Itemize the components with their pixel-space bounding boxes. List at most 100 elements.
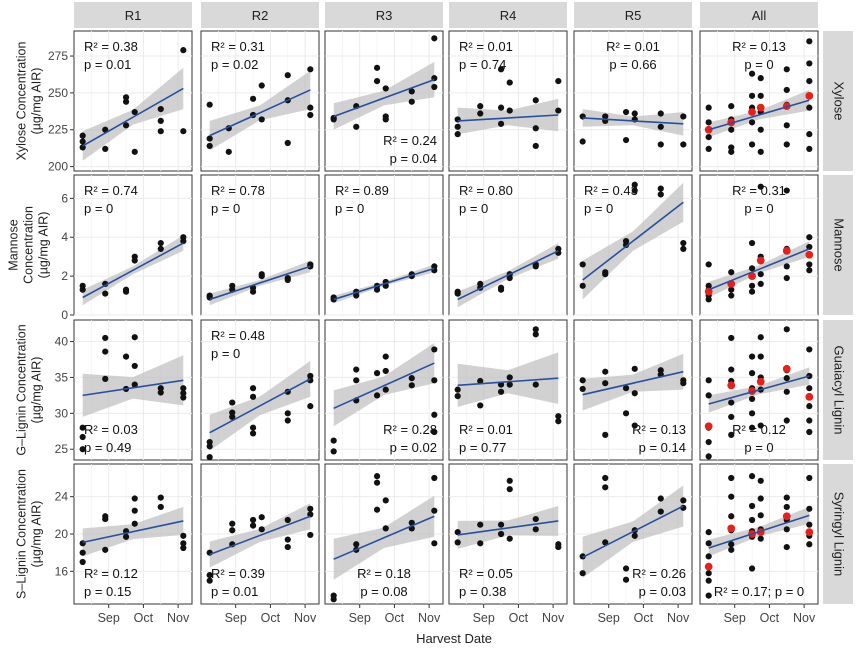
stats-annotation: p = 0.38	[459, 584, 506, 599]
data-point	[748, 565, 756, 572]
data-point	[229, 527, 236, 534]
stats-annotation: R² = 0.03	[84, 422, 138, 437]
confidence-ribbon	[582, 353, 684, 411]
data-point	[579, 261, 586, 268]
stats-annotation: R² = 0.43	[584, 183, 638, 198]
y-tick-label: 20	[55, 527, 69, 541]
data-point	[757, 92, 764, 99]
data-point	[748, 473, 756, 480]
y-tick-label: 275	[48, 49, 68, 63]
column-strip	[574, 2, 692, 28]
data-point	[806, 145, 813, 152]
stats-annotation: R² = 0.13	[732, 39, 786, 54]
data-point	[622, 108, 630, 116]
fit-line	[209, 378, 311, 434]
data-point	[180, 128, 187, 135]
stats-annotation: R² = 0.24	[383, 133, 437, 148]
data-point	[408, 375, 415, 382]
data-point	[806, 385, 813, 392]
data-point	[506, 477, 513, 484]
x-tick-label: Nov	[167, 611, 190, 625]
data-point	[180, 540, 187, 547]
data-point	[382, 386, 389, 393]
data-point	[307, 505, 314, 512]
data-point	[806, 60, 813, 67]
data-point	[555, 543, 562, 551]
data-point	[631, 422, 638, 429]
data-point	[783, 494, 790, 501]
data-point	[373, 473, 381, 480]
mean-point	[704, 562, 713, 571]
stats-annotation: R² = 0.48	[211, 328, 265, 343]
row-strip-label: Xylose	[832, 81, 847, 120]
data-point	[229, 399, 236, 406]
data-point	[748, 265, 756, 272]
data-point	[622, 136, 630, 144]
data-point	[284, 417, 291, 424]
data-point	[131, 108, 138, 116]
panel-xylose-r5	[573, 30, 693, 172]
data-point	[506, 381, 513, 388]
mean-point	[756, 103, 765, 112]
mean-point	[805, 250, 814, 259]
data-point	[555, 418, 562, 425]
data-point	[79, 138, 86, 145]
data-point	[748, 282, 756, 289]
mean-point	[782, 246, 791, 255]
data-point	[497, 284, 505, 291]
data-point	[284, 139, 291, 147]
confidence-ribbon	[209, 70, 311, 151]
data-point	[180, 544, 187, 552]
data-point	[249, 424, 257, 431]
stats-annotation: p = 0.02	[390, 440, 437, 455]
column-strip-label: R2	[252, 8, 269, 23]
data-point	[382, 497, 389, 504]
data-point	[373, 64, 381, 71]
data-point	[757, 271, 764, 278]
data-point	[284, 516, 291, 524]
x-tick-label: Nov	[294, 611, 317, 625]
data-point	[131, 362, 138, 370]
y-tick-label: 40	[55, 335, 69, 349]
data-point	[330, 116, 337, 123]
y-tick-label: 6	[61, 191, 68, 205]
data-point	[783, 122, 790, 129]
data-point	[748, 424, 756, 431]
data-point	[408, 88, 415, 95]
y-axis-title-line: (µg/mg AIR)	[36, 212, 50, 279]
data-point	[532, 515, 539, 523]
row-strip	[823, 31, 853, 171]
data-point	[705, 392, 712, 399]
data-point	[206, 571, 213, 579]
y-tick-label: 25	[55, 442, 69, 456]
data-point	[131, 334, 138, 341]
stats-annotation: p = 0	[744, 201, 773, 216]
mean-point	[756, 377, 765, 386]
data-point	[602, 474, 609, 482]
data-point	[532, 326, 539, 333]
data-point	[157, 117, 164, 124]
fit-line	[457, 377, 559, 387]
stats-annotation: p = 0	[211, 201, 240, 216]
data-point	[431, 540, 438, 547]
fit-line	[708, 248, 810, 291]
data-point	[206, 443, 213, 450]
data-point	[532, 97, 539, 104]
y-tick-label: 30	[55, 406, 69, 420]
data-point	[783, 543, 790, 551]
data-point	[748, 92, 756, 99]
data-point	[757, 75, 764, 82]
data-point	[728, 399, 735, 406]
fit-line	[708, 99, 810, 131]
data-point	[307, 111, 314, 119]
data-point	[131, 381, 138, 388]
data-point	[284, 72, 291, 79]
y-axis-title-line: (µg/mg AIR)	[29, 357, 43, 424]
data-point	[783, 503, 790, 511]
data-point	[783, 263, 790, 270]
y-tick-label: 0	[61, 308, 68, 322]
fit-line	[82, 87, 184, 147]
stats-annotation: p = 0.77	[459, 440, 506, 455]
data-point	[79, 286, 86, 293]
